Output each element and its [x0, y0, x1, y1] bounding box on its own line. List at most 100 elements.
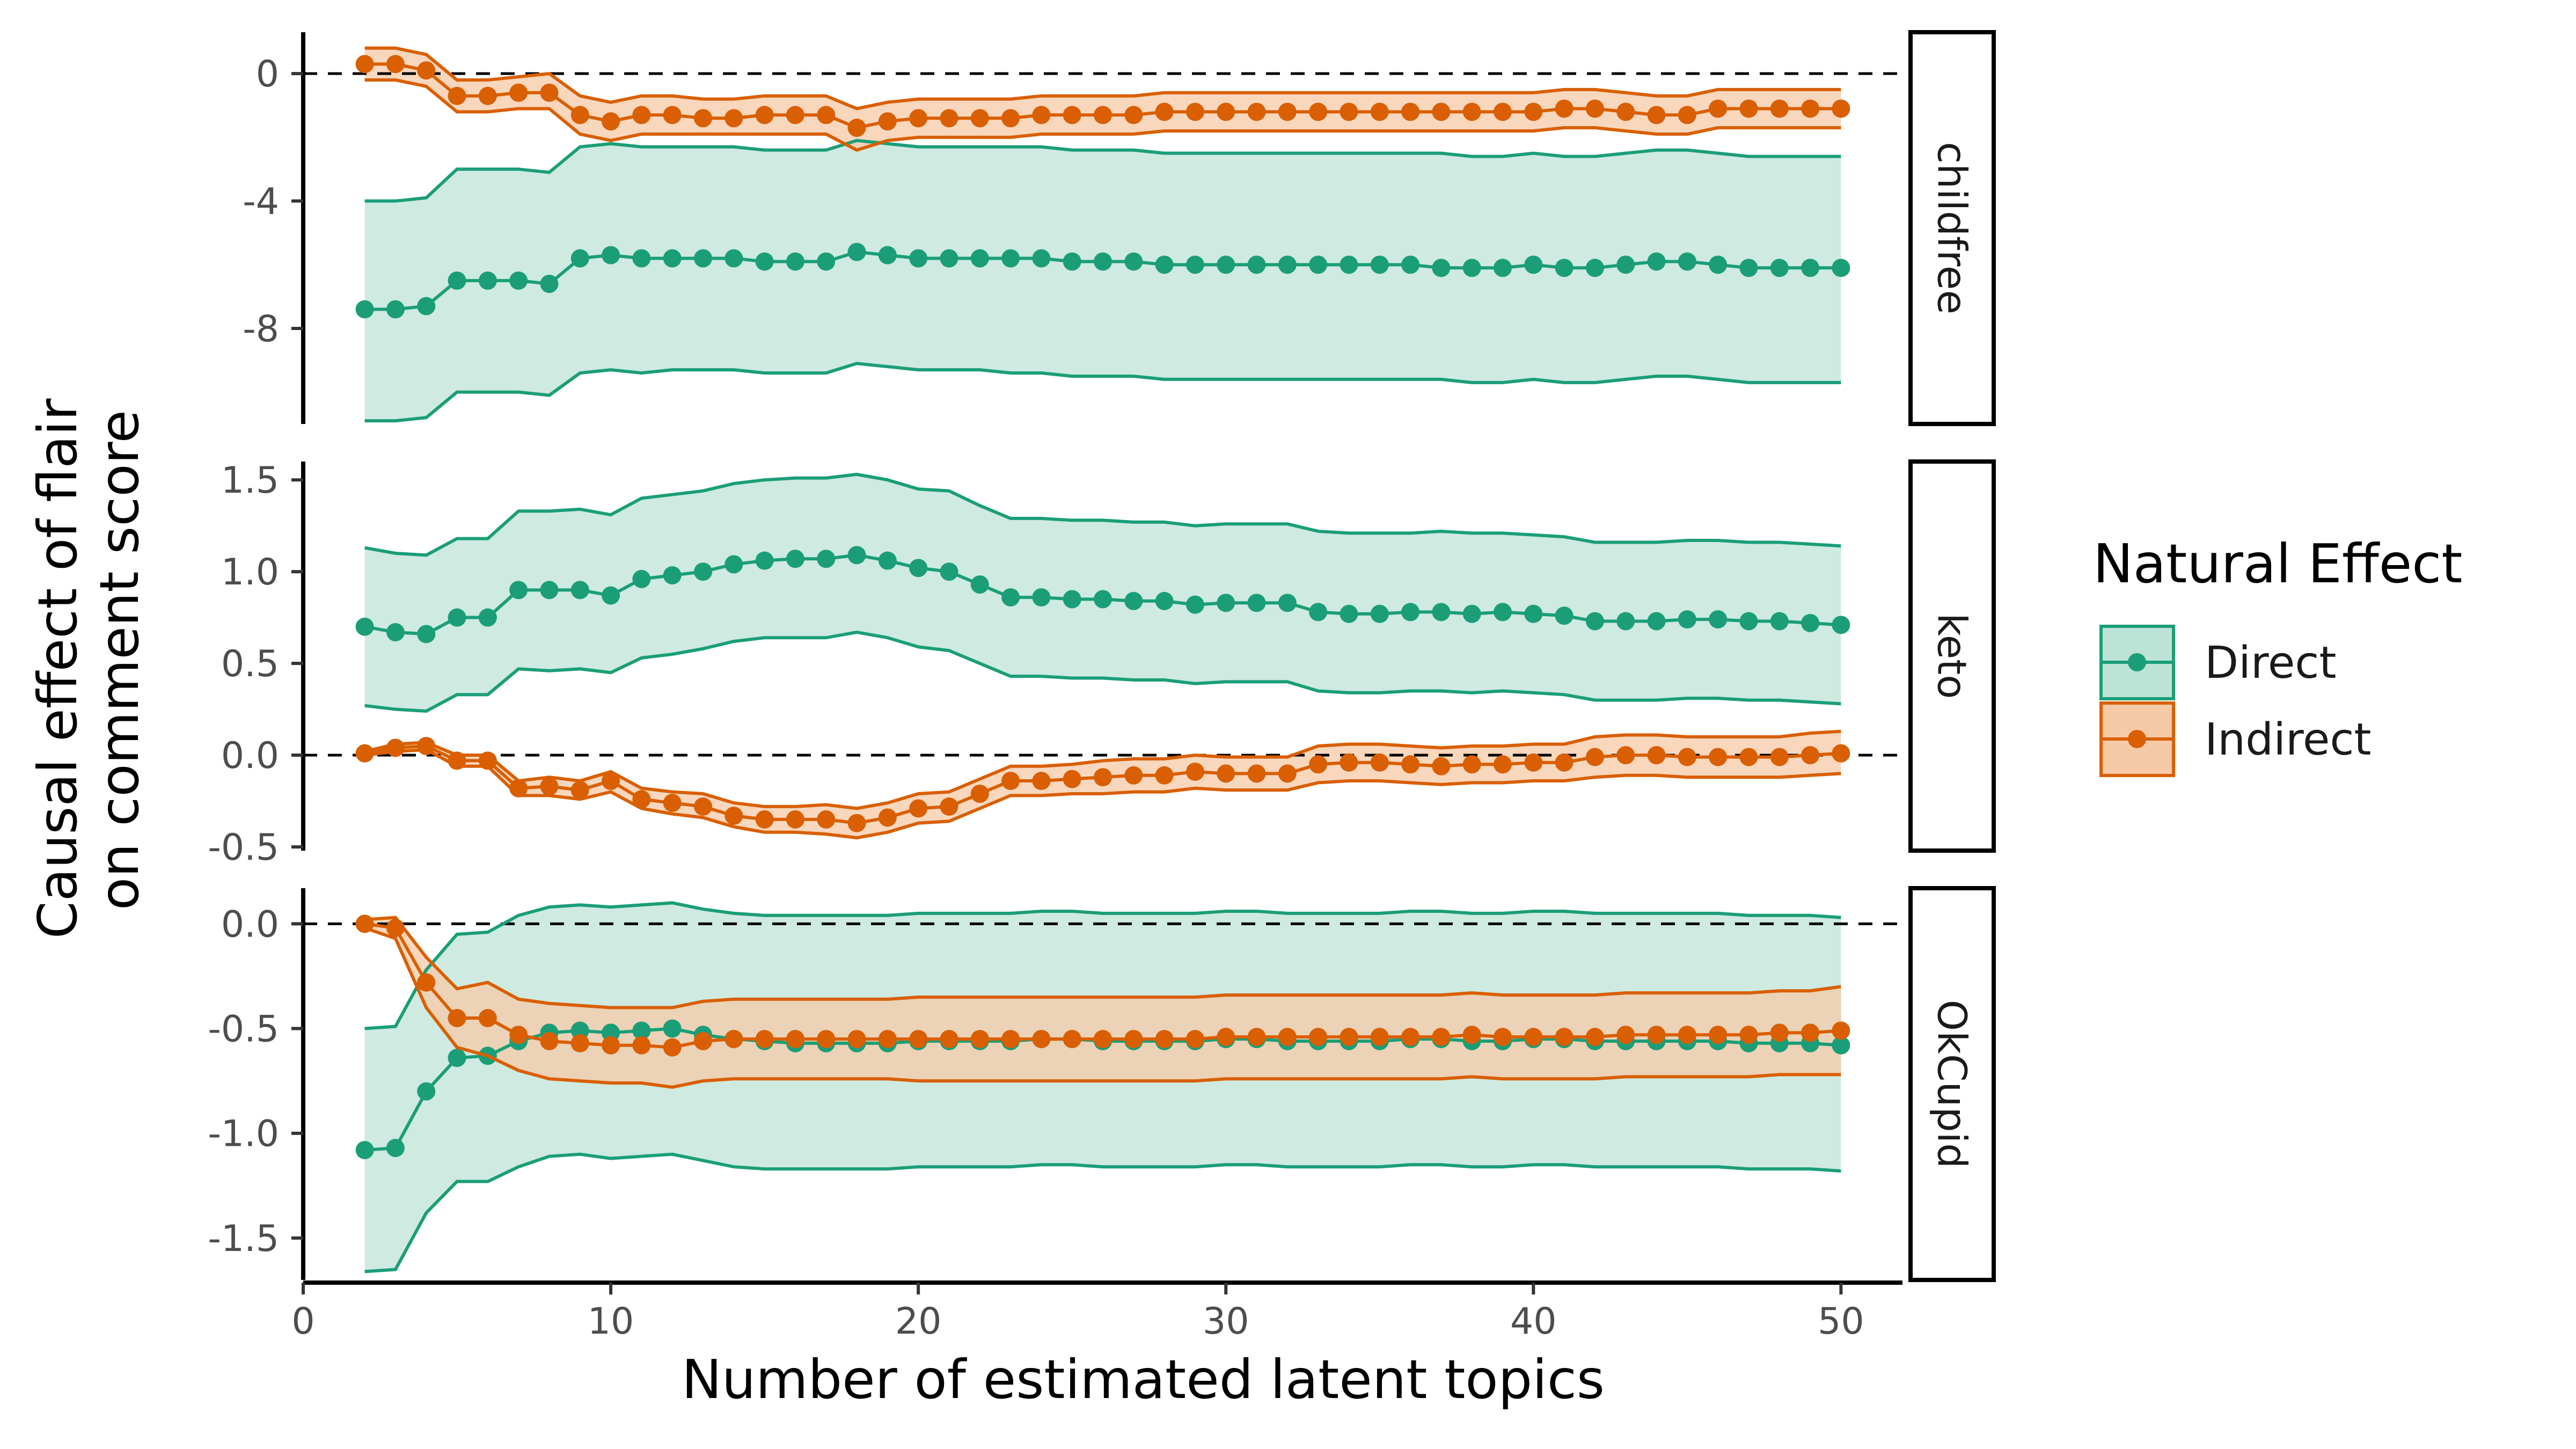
point-indirect	[570, 1034, 589, 1052]
point-direct	[694, 249, 712, 268]
point-direct	[1217, 594, 1235, 612]
point-indirect	[632, 790, 651, 809]
point-indirect	[602, 772, 620, 791]
point-direct	[1247, 255, 1266, 274]
point-direct	[1647, 612, 1666, 631]
legend-key-point-indirect	[2128, 730, 2146, 748]
point-indirect	[1616, 103, 1635, 121]
point-direct	[570, 1021, 589, 1040]
point-indirect	[1555, 753, 1574, 772]
point-direct	[724, 249, 743, 268]
point-direct	[663, 249, 682, 268]
point-indirect	[1001, 772, 1020, 791]
point-indirect	[355, 744, 374, 763]
point-indirect	[694, 1031, 712, 1050]
point-direct	[1401, 255, 1420, 274]
point-indirect	[663, 106, 682, 125]
point-indirect	[724, 807, 743, 825]
point-direct	[1555, 259, 1574, 277]
point-indirect	[1616, 746, 1635, 765]
point-indirect	[1770, 99, 1789, 118]
point-indirect	[1340, 1028, 1358, 1046]
point-direct	[1832, 616, 1850, 634]
point-direct	[1124, 591, 1143, 610]
point-direct	[386, 1139, 405, 1158]
point-indirect	[1585, 748, 1604, 766]
point-indirect	[1247, 103, 1266, 121]
point-indirect	[1401, 1028, 1420, 1046]
point-direct	[1155, 255, 1174, 274]
point-direct	[1678, 610, 1696, 629]
point-indirect	[1739, 1026, 1758, 1044]
y-tick-label: -8	[243, 308, 279, 350]
point-indirect	[878, 112, 897, 131]
point-direct	[878, 551, 897, 570]
point-indirect	[1585, 1028, 1604, 1046]
point-indirect	[1647, 746, 1666, 765]
ribbon-lower-indirect	[364, 78, 1841, 152]
strip-label-childfree: childfree	[1929, 142, 1975, 314]
point-direct	[570, 581, 589, 599]
panel-childfree: 0 -4 -8 childfree	[243, 30, 1996, 426]
point-indirect	[1832, 744, 1850, 763]
point-direct	[1185, 255, 1204, 274]
point-direct	[817, 252, 836, 271]
point-direct	[1340, 604, 1358, 623]
ribbon-upper-indirect	[364, 46, 1841, 111]
point-indirect	[1001, 1030, 1020, 1049]
point-indirect	[878, 1030, 897, 1049]
point-indirect	[1401, 755, 1420, 774]
point-indirect	[786, 810, 804, 829]
point-direct	[1494, 603, 1512, 621]
point-direct	[478, 608, 497, 627]
point-direct	[940, 249, 958, 268]
point-indirect	[1647, 106, 1666, 125]
point-direct	[602, 246, 620, 265]
point-indirect	[970, 784, 989, 803]
y-axis-title: Causal effect of flair on comment score	[26, 382, 151, 939]
point-direct	[909, 249, 928, 268]
x-tick-label: 40	[1510, 1300, 1557, 1343]
point-indirect	[1494, 1028, 1512, 1046]
point-indirect	[1801, 99, 1820, 118]
x-tick-label: 0	[291, 1300, 314, 1343]
point-direct	[1524, 604, 1543, 623]
legend-item-direct: Direct	[2099, 625, 2337, 700]
point-indirect	[417, 973, 436, 992]
point-indirect	[386, 919, 405, 938]
strip-box-childfree	[1908, 30, 1996, 426]
point-direct	[1647, 252, 1666, 271]
point-indirect	[940, 1030, 958, 1049]
point-direct	[355, 617, 374, 636]
point-indirect	[1401, 103, 1420, 121]
point-indirect	[1801, 746, 1820, 765]
point-indirect	[694, 797, 712, 816]
point-indirect	[1709, 748, 1728, 766]
point-indirect	[478, 1009, 497, 1028]
point-indirect	[1063, 770, 1081, 788]
point-direct	[1063, 252, 1081, 271]
point-indirect	[1278, 1028, 1297, 1046]
point-direct	[909, 559, 928, 577]
point-indirect	[909, 1030, 928, 1049]
point-indirect	[817, 810, 836, 829]
point-direct	[509, 271, 528, 290]
point-indirect	[1678, 106, 1696, 125]
point-indirect	[1832, 1021, 1850, 1040]
lines-childfree	[355, 46, 1850, 423]
point-indirect	[1770, 748, 1789, 766]
point-indirect	[1678, 1026, 1696, 1044]
point-indirect	[540, 1031, 559, 1050]
point-direct	[755, 551, 774, 570]
point-indirect	[1555, 1028, 1574, 1046]
point-indirect	[786, 1030, 804, 1049]
point-indirect	[1770, 1023, 1789, 1042]
point-direct	[602, 1023, 620, 1042]
point-direct	[663, 566, 682, 585]
legend: Natural Effect Direct Indirect	[2093, 532, 2462, 777]
point-indirect	[417, 61, 436, 80]
point-indirect	[570, 106, 589, 125]
y-tick-label: -1.0	[208, 1113, 279, 1155]
strip-label-okcupid: OkCupid	[1929, 1000, 1975, 1168]
point-indirect	[1678, 748, 1696, 766]
